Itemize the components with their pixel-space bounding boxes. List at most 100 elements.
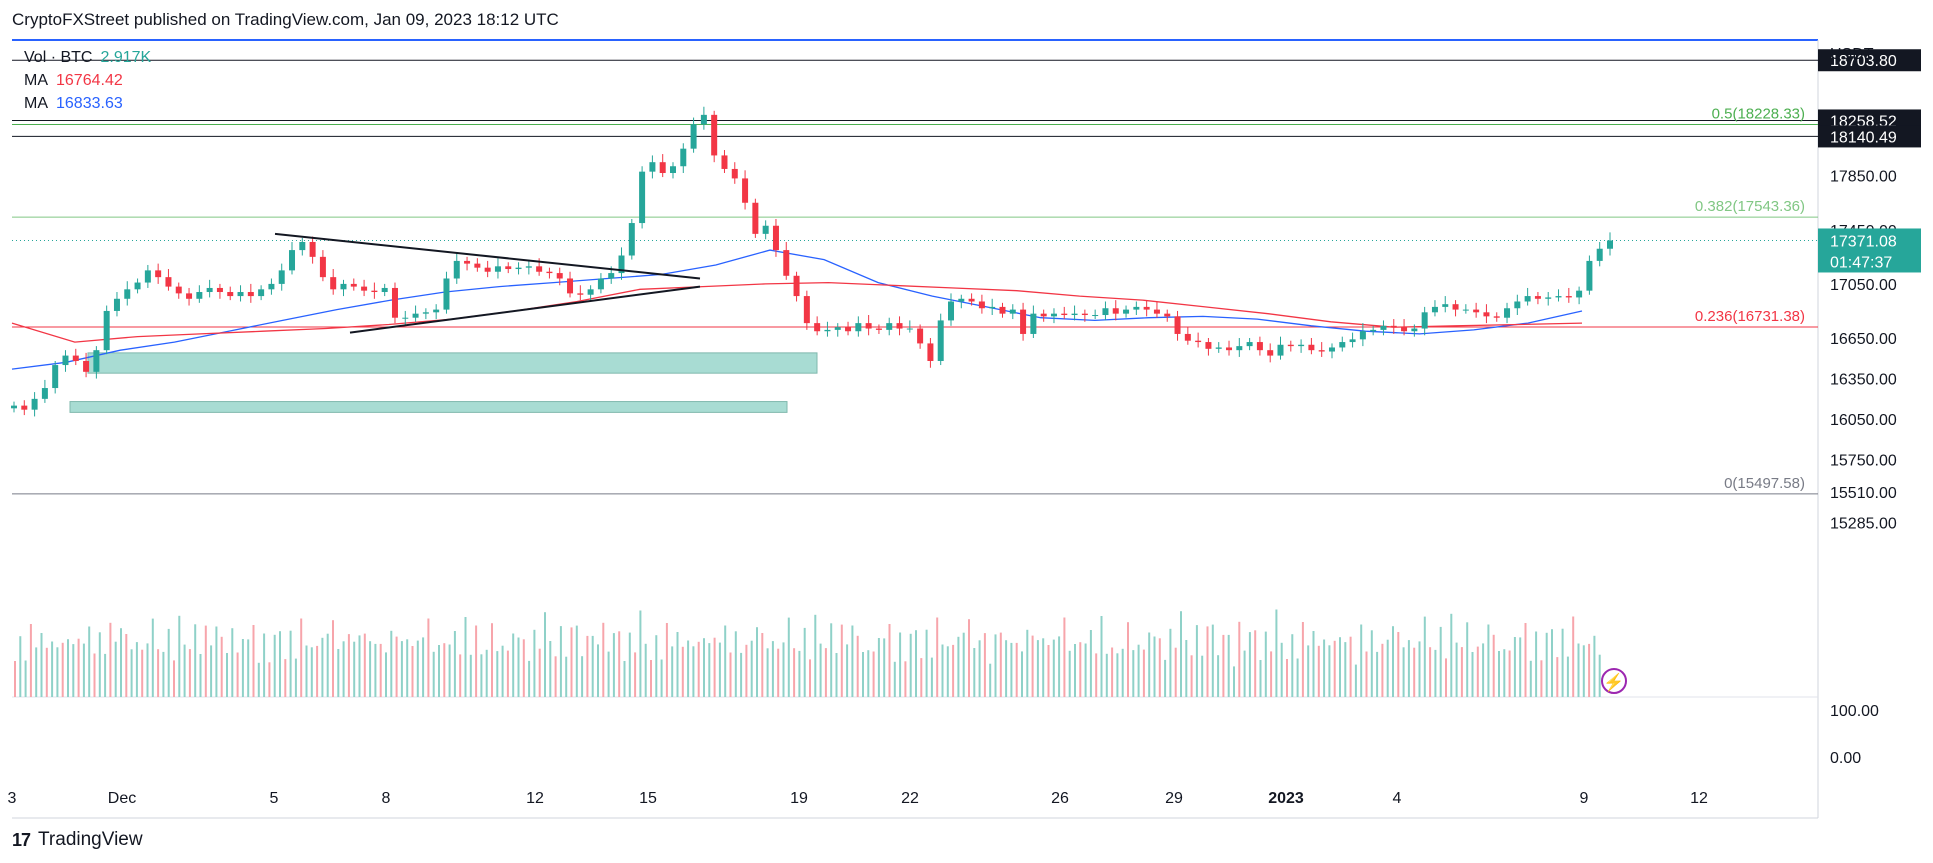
- volume-bar: [559, 626, 562, 697]
- volume-bar: [109, 622, 112, 697]
- x-tick-label: 15: [639, 790, 657, 807]
- y-tick-label: 16650.00: [1830, 331, 1897, 348]
- price-tag-box: [1818, 125, 1921, 148]
- fib-level-label: 0(15497.58): [1724, 475, 1805, 492]
- volume-bar: [183, 644, 186, 697]
- candle-body: [1349, 339, 1356, 343]
- candle-body: [186, 293, 193, 299]
- volume-tick-label: 100.00: [1830, 703, 1879, 720]
- candle-body: [1205, 342, 1212, 349]
- candle-body: [1020, 309, 1027, 334]
- volume-bar: [178, 615, 181, 697]
- candle-body: [1339, 342, 1346, 348]
- volume-bar: [1095, 653, 1098, 697]
- volume-bar: [1349, 636, 1352, 697]
- volume-bar: [1445, 658, 1447, 697]
- candle-body: [268, 283, 275, 290]
- candle-body: [762, 225, 769, 234]
- candle-body: [1164, 313, 1171, 317]
- volume-bar: [1535, 631, 1538, 697]
- volume-bar: [1492, 634, 1495, 697]
- volume-bar: [1561, 628, 1564, 697]
- volume-bar: [1201, 655, 1204, 697]
- volume-bar: [347, 634, 350, 697]
- volume-bar: [538, 648, 541, 697]
- volume-bar: [422, 637, 425, 697]
- volume-bar: [814, 614, 817, 697]
- price-tag-label: 18140.49: [1830, 129, 1897, 146]
- candle-body: [1493, 316, 1500, 318]
- volume-bar: [994, 634, 997, 697]
- volume-bar: [1211, 624, 1214, 697]
- candle-body: [1421, 312, 1428, 329]
- volume-bar: [1466, 622, 1469, 697]
- candle-body: [556, 273, 563, 279]
- candle-body: [1359, 331, 1366, 340]
- volume-bar: [1588, 643, 1591, 697]
- volume-bar: [618, 631, 621, 697]
- zones-layer: [69, 352, 818, 413]
- y-tick-label: 17050.00: [1830, 277, 1897, 294]
- candle-body: [608, 273, 615, 279]
- volume-bar: [612, 633, 615, 697]
- ma-fast-line: [11, 249, 1583, 370]
- volume-bar: [120, 628, 122, 697]
- volume-bar: [936, 617, 939, 697]
- candle-body: [1565, 296, 1572, 298]
- volume-bar: [1524, 623, 1527, 697]
- volume-bar: [581, 656, 584, 697]
- candle-body: [1411, 328, 1418, 332]
- tradingview-footer[interactable]: 17 TradingView: [12, 829, 143, 851]
- volume-bar: [135, 642, 138, 697]
- volume-bar: [485, 649, 488, 697]
- volume-bar: [1508, 650, 1511, 697]
- volume-bar: [1074, 644, 1076, 697]
- volume-bar: [591, 635, 594, 697]
- volume-bar: [867, 650, 870, 697]
- candle-body: [309, 241, 316, 257]
- volume-bar: [1392, 626, 1394, 697]
- volume-bar: [35, 647, 38, 697]
- candle-body: [1328, 347, 1335, 352]
- volume-bar: [469, 654, 472, 697]
- volume-bar: [1248, 632, 1251, 697]
- volume-bar: [623, 661, 626, 697]
- volume-bar: [946, 646, 949, 697]
- candle-body: [1256, 342, 1263, 351]
- volume-bar: [1259, 660, 1262, 697]
- candle-body: [865, 323, 872, 329]
- volume-bar: [724, 625, 727, 697]
- candle-body: [1215, 347, 1222, 349]
- volume-bar: [533, 629, 536, 697]
- candle-body: [1287, 344, 1294, 347]
- candle-body: [896, 323, 903, 329]
- volume-bar: [294, 658, 297, 697]
- candle-body: [11, 405, 17, 409]
- volume-bar: [697, 641, 700, 697]
- footer-brand: TradingView: [38, 829, 143, 850]
- candle-body: [1071, 313, 1078, 316]
- volume-bar: [756, 627, 758, 697]
- candle-body: [711, 114, 718, 156]
- volume-bar: [204, 625, 207, 697]
- y-tick-label: 16050.00: [1830, 412, 1897, 429]
- candle-body: [330, 277, 337, 290]
- levels-layer: 0.5(18228.33) 0.382(17543.36) 0.236(16731.…: [12, 59, 1818, 495]
- volume-bar: [1323, 639, 1326, 697]
- candle-body: [783, 250, 790, 276]
- x-tick-label: 8: [382, 790, 391, 807]
- volume-bar: [1180, 611, 1182, 697]
- volume-bar: [501, 645, 504, 697]
- volume-bar: [819, 643, 822, 697]
- candle-body: [41, 388, 48, 399]
- volume-bar: [1301, 622, 1304, 697]
- candle-body: [536, 266, 543, 272]
- candle-body: [433, 309, 440, 313]
- candle-body: [227, 292, 234, 297]
- lightning-icon[interactable]: ⚡: [1601, 668, 1627, 694]
- candle-body: [752, 202, 759, 234]
- volume-bar: [1386, 639, 1389, 697]
- volume-bar: [67, 639, 69, 697]
- candle-body: [93, 350, 100, 372]
- volume-bar: [1222, 634, 1225, 697]
